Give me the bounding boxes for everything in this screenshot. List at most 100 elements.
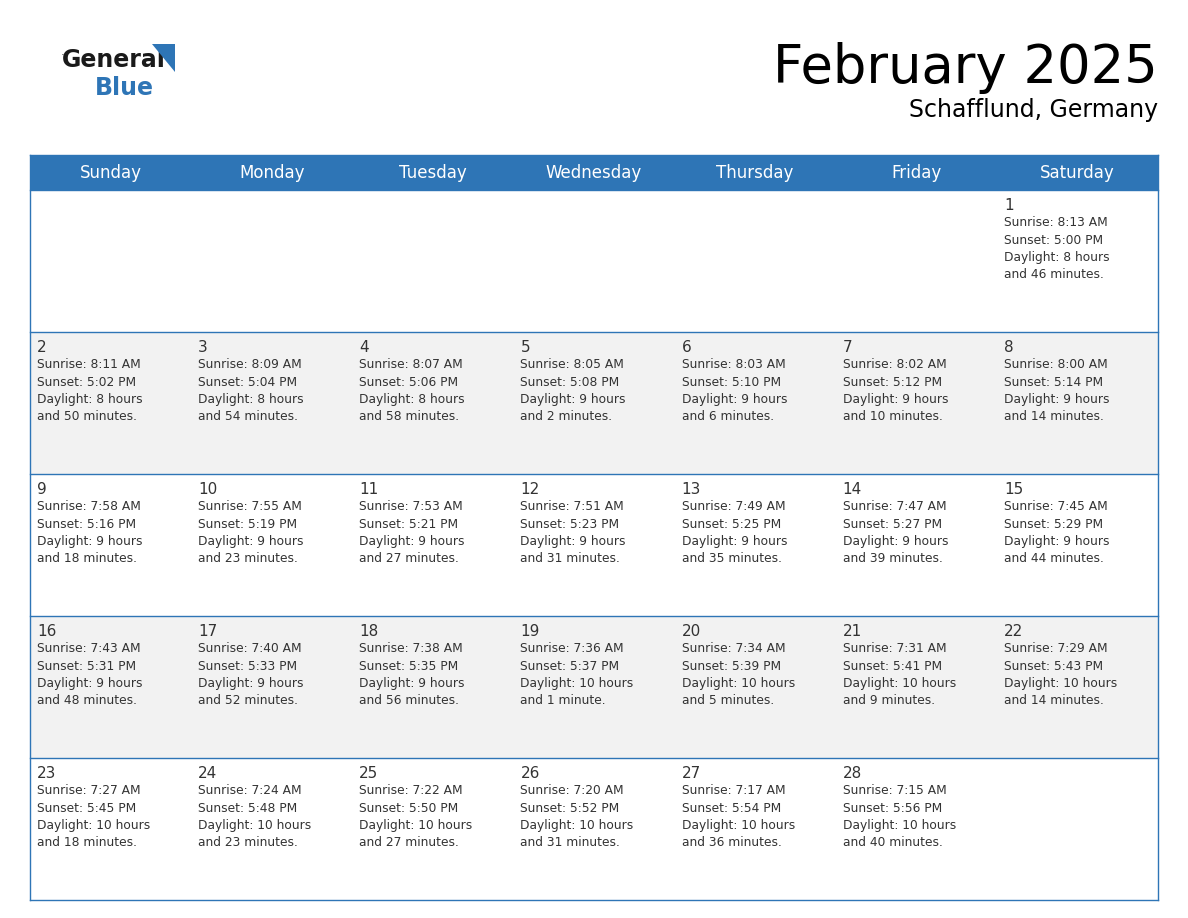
Text: Sunrise: 8:02 AM
Sunset: 5:12 PM
Daylight: 9 hours
and 10 minutes.: Sunrise: 8:02 AM Sunset: 5:12 PM Dayligh…	[842, 358, 948, 423]
Bar	[513, 332, 675, 474]
Bar	[675, 758, 835, 900]
Bar	[997, 155, 1158, 190]
Text: 16: 16	[37, 624, 56, 639]
Text: 2: 2	[37, 340, 46, 355]
Text: Saturday: Saturday	[1040, 163, 1114, 182]
Bar	[513, 190, 675, 332]
Bar	[835, 155, 997, 190]
Text: 18: 18	[359, 624, 379, 639]
Text: 27: 27	[682, 766, 701, 781]
Text: Sunrise: 7:55 AM
Sunset: 5:19 PM
Daylight: 9 hours
and 23 minutes.: Sunrise: 7:55 AM Sunset: 5:19 PM Dayligh…	[198, 500, 304, 565]
Text: 25: 25	[359, 766, 379, 781]
Text: Sunrise: 7:40 AM
Sunset: 5:33 PM
Daylight: 9 hours
and 52 minutes.: Sunrise: 7:40 AM Sunset: 5:33 PM Dayligh…	[198, 642, 304, 708]
Text: Thursday: Thursday	[716, 163, 794, 182]
Text: 13: 13	[682, 482, 701, 497]
Bar	[997, 616, 1158, 758]
Text: Sunrise: 7:58 AM
Sunset: 5:16 PM
Daylight: 9 hours
and 18 minutes.: Sunrise: 7:58 AM Sunset: 5:16 PM Dayligh…	[37, 500, 143, 565]
Text: Blue: Blue	[95, 76, 154, 100]
Text: 1: 1	[1004, 198, 1013, 213]
Text: Sunrise: 8:11 AM
Sunset: 5:02 PM
Daylight: 8 hours
and 50 minutes.: Sunrise: 8:11 AM Sunset: 5:02 PM Dayligh…	[37, 358, 143, 423]
Text: 4: 4	[359, 340, 369, 355]
Text: #1a1a1a: #1a1a1a	[62, 54, 69, 55]
Bar	[835, 332, 997, 474]
Text: Sunrise: 7:43 AM
Sunset: 5:31 PM
Daylight: 9 hours
and 48 minutes.: Sunrise: 7:43 AM Sunset: 5:31 PM Dayligh…	[37, 642, 143, 708]
Bar	[191, 474, 353, 616]
Bar	[675, 474, 835, 616]
Text: 15: 15	[1004, 482, 1023, 497]
Text: 11: 11	[359, 482, 379, 497]
Text: Sunrise: 8:00 AM
Sunset: 5:14 PM
Daylight: 9 hours
and 14 minutes.: Sunrise: 8:00 AM Sunset: 5:14 PM Dayligh…	[1004, 358, 1110, 423]
Text: Monday: Monday	[239, 163, 304, 182]
Bar	[191, 155, 353, 190]
Bar	[835, 190, 997, 332]
Text: Sunrise: 8:09 AM
Sunset: 5:04 PM
Daylight: 8 hours
and 54 minutes.: Sunrise: 8:09 AM Sunset: 5:04 PM Dayligh…	[198, 358, 304, 423]
Text: Sunrise: 7:38 AM
Sunset: 5:35 PM
Daylight: 9 hours
and 56 minutes.: Sunrise: 7:38 AM Sunset: 5:35 PM Dayligh…	[359, 642, 465, 708]
Text: Sunrise: 7:22 AM
Sunset: 5:50 PM
Daylight: 10 hours
and 27 minutes.: Sunrise: 7:22 AM Sunset: 5:50 PM Dayligh…	[359, 784, 473, 849]
Text: 5: 5	[520, 340, 530, 355]
Text: 26: 26	[520, 766, 539, 781]
Text: Sunrise: 8:13 AM
Sunset: 5:00 PM
Daylight: 8 hours
and 46 minutes.: Sunrise: 8:13 AM Sunset: 5:00 PM Dayligh…	[1004, 216, 1110, 282]
Text: Sunrise: 7:20 AM
Sunset: 5:52 PM
Daylight: 10 hours
and 31 minutes.: Sunrise: 7:20 AM Sunset: 5:52 PM Dayligh…	[520, 784, 633, 849]
Text: 10: 10	[198, 482, 217, 497]
Bar	[353, 616, 513, 758]
Text: Sunrise: 7:53 AM
Sunset: 5:21 PM
Daylight: 9 hours
and 27 minutes.: Sunrise: 7:53 AM Sunset: 5:21 PM Dayligh…	[359, 500, 465, 565]
Text: 28: 28	[842, 766, 862, 781]
Bar	[675, 616, 835, 758]
Bar	[191, 190, 353, 332]
Text: 14: 14	[842, 482, 862, 497]
Text: 20: 20	[682, 624, 701, 639]
Bar	[353, 332, 513, 474]
Bar	[675, 332, 835, 474]
Text: Sunrise: 7:27 AM
Sunset: 5:45 PM
Daylight: 10 hours
and 18 minutes.: Sunrise: 7:27 AM Sunset: 5:45 PM Dayligh…	[37, 784, 150, 849]
Bar	[997, 758, 1158, 900]
Bar	[353, 155, 513, 190]
Text: 23: 23	[37, 766, 56, 781]
Text: 12: 12	[520, 482, 539, 497]
Bar	[835, 758, 997, 900]
Text: February 2025: February 2025	[773, 42, 1158, 94]
Bar	[513, 155, 675, 190]
Bar	[997, 190, 1158, 332]
Text: Sunrise: 7:31 AM
Sunset: 5:41 PM
Daylight: 10 hours
and 9 minutes.: Sunrise: 7:31 AM Sunset: 5:41 PM Dayligh…	[842, 642, 956, 708]
Bar	[30, 474, 191, 616]
Bar	[675, 155, 835, 190]
Text: 6: 6	[682, 340, 691, 355]
Text: Sunrise: 7:45 AM
Sunset: 5:29 PM
Daylight: 9 hours
and 44 minutes.: Sunrise: 7:45 AM Sunset: 5:29 PM Dayligh…	[1004, 500, 1110, 565]
Bar	[997, 332, 1158, 474]
Text: Sunrise: 7:17 AM
Sunset: 5:54 PM
Daylight: 10 hours
and 36 minutes.: Sunrise: 7:17 AM Sunset: 5:54 PM Dayligh…	[682, 784, 795, 849]
Bar	[30, 616, 191, 758]
Text: Sunrise: 7:29 AM
Sunset: 5:43 PM
Daylight: 10 hours
and 14 minutes.: Sunrise: 7:29 AM Sunset: 5:43 PM Dayligh…	[1004, 642, 1117, 708]
Text: 7: 7	[842, 340, 852, 355]
Text: 22: 22	[1004, 624, 1023, 639]
Bar	[675, 190, 835, 332]
Text: Sunrise: 7:36 AM
Sunset: 5:37 PM
Daylight: 10 hours
and 1 minute.: Sunrise: 7:36 AM Sunset: 5:37 PM Dayligh…	[520, 642, 633, 708]
Text: Sunday: Sunday	[80, 163, 141, 182]
Text: 17: 17	[198, 624, 217, 639]
Text: Sunrise: 7:15 AM
Sunset: 5:56 PM
Daylight: 10 hours
and 40 minutes.: Sunrise: 7:15 AM Sunset: 5:56 PM Dayligh…	[842, 784, 956, 849]
Text: 21: 21	[842, 624, 862, 639]
Bar	[353, 758, 513, 900]
Bar	[30, 155, 191, 190]
Text: 8: 8	[1004, 340, 1013, 355]
Bar	[191, 332, 353, 474]
Text: Sunrise: 7:34 AM
Sunset: 5:39 PM
Daylight: 10 hours
and 5 minutes.: Sunrise: 7:34 AM Sunset: 5:39 PM Dayligh…	[682, 642, 795, 708]
Text: Sunrise: 8:07 AM
Sunset: 5:06 PM
Daylight: 8 hours
and 58 minutes.: Sunrise: 8:07 AM Sunset: 5:06 PM Dayligh…	[359, 358, 465, 423]
Text: Sunrise: 7:24 AM
Sunset: 5:48 PM
Daylight: 10 hours
and 23 minutes.: Sunrise: 7:24 AM Sunset: 5:48 PM Dayligh…	[198, 784, 311, 849]
Bar	[191, 616, 353, 758]
Bar	[835, 616, 997, 758]
Text: Wednesday: Wednesday	[545, 163, 643, 182]
Text: 19: 19	[520, 624, 539, 639]
Text: 3: 3	[198, 340, 208, 355]
Bar	[30, 758, 191, 900]
Text: General: General	[62, 48, 166, 72]
Bar	[513, 758, 675, 900]
Text: Sunrise: 8:03 AM
Sunset: 5:10 PM
Daylight: 9 hours
and 6 minutes.: Sunrise: 8:03 AM Sunset: 5:10 PM Dayligh…	[682, 358, 788, 423]
Text: Schafflund, Germany: Schafflund, Germany	[909, 98, 1158, 122]
Text: Sunrise: 7:47 AM
Sunset: 5:27 PM
Daylight: 9 hours
and 39 minutes.: Sunrise: 7:47 AM Sunset: 5:27 PM Dayligh…	[842, 500, 948, 565]
Text: Sunrise: 7:49 AM
Sunset: 5:25 PM
Daylight: 9 hours
and 35 minutes.: Sunrise: 7:49 AM Sunset: 5:25 PM Dayligh…	[682, 500, 788, 565]
Bar	[353, 190, 513, 332]
Text: 9: 9	[37, 482, 46, 497]
Text: 24: 24	[198, 766, 217, 781]
Bar	[353, 474, 513, 616]
Polygon shape	[152, 44, 175, 72]
